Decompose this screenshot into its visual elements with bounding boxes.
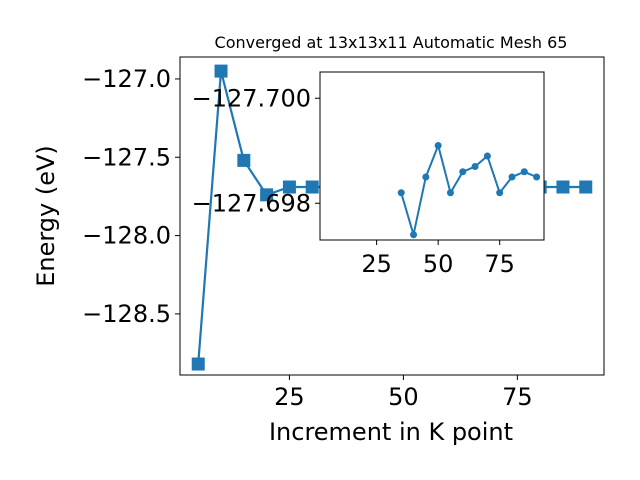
- main-y-tick-label: −128.0: [82, 222, 171, 250]
- main-data-point: [191, 357, 205, 371]
- inset-data-point: [459, 168, 467, 176]
- inset-data-point: [508, 173, 516, 181]
- inset-x-ticks: 25 50 75: [361, 240, 515, 278]
- main-data-point: [305, 180, 319, 194]
- inset-y-ticks: −127.700 −127.698: [192, 84, 320, 217]
- inset-plot-area: [320, 72, 544, 240]
- inset-data-point: [520, 168, 528, 176]
- inset-y-tick-label: −127.700: [192, 84, 311, 112]
- main-data-point: [214, 64, 228, 78]
- main-y-tick-label: −127.5: [82, 143, 171, 171]
- inset-data-point: [422, 173, 430, 181]
- inset-data-point: [471, 163, 479, 170]
- inset-data-point: [533, 173, 541, 181]
- main-plot-frame: [179, 56, 605, 376]
- inset-data-point: [434, 142, 442, 149]
- main-y-tick-label: −128.5: [82, 300, 171, 328]
- inset-x-tick-label: 50: [423, 250, 454, 278]
- main-x-tick-label: 75: [502, 383, 533, 411]
- inset-x-tick-label: 25: [361, 250, 392, 278]
- main-data-point: [282, 180, 296, 194]
- main-data-point: [237, 153, 251, 167]
- inset-x-tick-label: 75: [484, 250, 515, 278]
- x-axis-label: Increment in K point: [269, 418, 513, 446]
- inset-data-point: [496, 189, 504, 197]
- main-data-point: [556, 180, 570, 194]
- main-y-ticks: −127.0 −127.5 −128.0 −128.5: [82, 65, 180, 328]
- inset-plot-frame: [319, 71, 545, 241]
- inset-data-point: [397, 189, 405, 197]
- inset-y-tick-label: −127.698: [192, 189, 311, 217]
- main-x-tick-label: 50: [388, 383, 419, 411]
- chart-title: Converged at 13x13x11 Automatic Mesh 65: [215, 33, 568, 52]
- main-y-tick-label: −127.0: [82, 65, 171, 93]
- inset-data-point: [410, 231, 418, 239]
- inset-series-markers: [397, 142, 541, 239]
- main-x-tick-label: 25: [274, 383, 305, 411]
- inset-data-point: [483, 152, 491, 160]
- main-data-point: [260, 188, 274, 202]
- y-axis-label: Energy (eV): [32, 145, 60, 287]
- main-x-ticks: 25 50 75: [274, 375, 533, 411]
- inset-series-layer: [397, 142, 541, 239]
- inset-plot: 25 50 75 −127.700 −127.698: [192, 71, 545, 278]
- main-data-point: [579, 180, 593, 194]
- inset-data-point: [446, 189, 454, 197]
